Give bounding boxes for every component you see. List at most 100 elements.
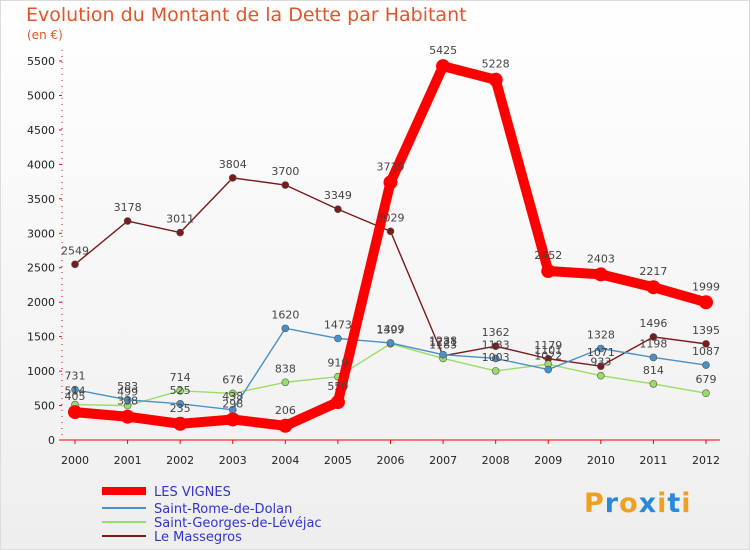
data-point [702,389,710,398]
data-label: 1473 [324,318,352,331]
x-tick-label: 2006 [377,454,405,467]
data-point [702,361,710,369]
data-label: 1179 [534,339,562,352]
data-point [330,395,345,410]
y-tick-label: 1500 [27,331,55,344]
data-point [491,367,500,375]
y-tick-label: 0 [48,434,55,447]
series-group [68,59,713,433]
data-label: 405 [65,390,86,403]
data-label: 298 [222,397,243,410]
data-point [176,228,184,237]
data-label: 5228 [482,58,510,71]
data-label: 2549 [61,244,89,257]
data-point [439,350,447,359]
data-point [225,412,240,427]
legend-label-0: LES VIGNES [154,485,231,500]
chart-unit: (en €) [27,28,63,42]
data-label: 1003 [482,351,510,364]
data-point [491,354,500,363]
data-label: 919 [327,357,348,370]
x-tick-label: 2012 [692,454,720,467]
data-label: 3739 [377,160,405,173]
data-point [71,260,79,269]
data-label: 1022 [534,350,562,363]
y-tick-label: 3500 [27,193,55,206]
data-label: 676 [222,373,243,386]
y-tick-label: 2000 [27,296,55,309]
y-tick-label: 5500 [27,55,55,68]
data-point [436,59,451,74]
data-point [386,339,395,347]
data-label: 1087 [692,345,720,358]
data-label: 525 [170,384,191,397]
data-label: 1328 [587,328,615,341]
logo-letter: P [584,488,605,519]
data-point [649,380,658,388]
data-label: 2452 [534,249,562,262]
data-point [334,334,342,343]
x-tick-label: 2010 [587,454,615,467]
data-point [649,333,658,341]
data-label: 1999 [692,280,720,293]
data-point [593,267,608,282]
data-label: 679 [696,373,717,386]
data-label: 1409 [377,323,405,336]
data-point [68,405,82,420]
chart-title: Evolution du Montant de la Dette par Hab… [26,4,467,26]
y-tick-label: 500 [34,400,55,413]
data-label: 583 [117,380,138,393]
x-tick-label: 2003 [219,454,247,467]
data-point [597,371,605,380]
data-label: 3178 [114,201,142,214]
data-label: 814 [643,364,664,377]
data-label: 1183 [429,338,457,351]
data-point [334,205,342,214]
data-label: 2403 [587,252,615,265]
data-label: 933 [590,356,611,369]
x-tick-label: 2005 [324,454,352,467]
logo-letter: x [638,488,658,519]
y-tick-label: 2500 [27,262,55,275]
legend-label-2: Saint-Georges-de-Lévéjac [154,516,322,531]
x-tick-label: 2008 [482,454,510,467]
logo-letter: i [657,488,668,519]
data-point [281,324,290,333]
data-label: 1397 [377,324,405,337]
legend-label-1: Saint-Rome-de-Dolan [154,502,292,517]
legend: LES VIGNES Saint-Rome-de-DolanSaint-Georg… [102,485,322,545]
data-label: 1362 [482,326,510,339]
data-label: 5425 [429,44,457,57]
data-label: 1496 [639,317,667,330]
data-label: 550 [327,380,348,393]
x-tick-label: 2007 [429,454,457,467]
y-tick-label: 5000 [27,89,55,102]
data-point [123,217,132,225]
data-point [120,409,135,424]
data-label: 206 [275,404,296,417]
data-point [544,365,553,374]
data-point [173,416,188,431]
data-point [386,227,395,236]
data-label: 1183 [482,338,510,351]
axes: 0 500 1000 1500 2000 2500 3000 3500 4000 4500 5000… [27,50,720,467]
x-tick-label: 2001 [114,454,142,467]
data-label: 838 [275,362,296,375]
x-tick-label: 2004 [271,454,299,467]
data-label: 338 [117,395,138,408]
data-point [228,174,237,182]
data-point [699,295,713,310]
data-label: 1620 [271,308,299,321]
logo-letter: o [619,488,639,519]
data-point [278,418,293,433]
data-label: 1198 [639,337,667,350]
x-tick-label: 2011 [639,454,667,467]
data-point [541,264,556,279]
data-point [488,72,503,87]
proxiti-logo: Proxiti [584,488,692,519]
data-label: 714 [170,371,191,384]
data-point [228,389,237,398]
x-tick-label: 2002 [166,454,194,467]
